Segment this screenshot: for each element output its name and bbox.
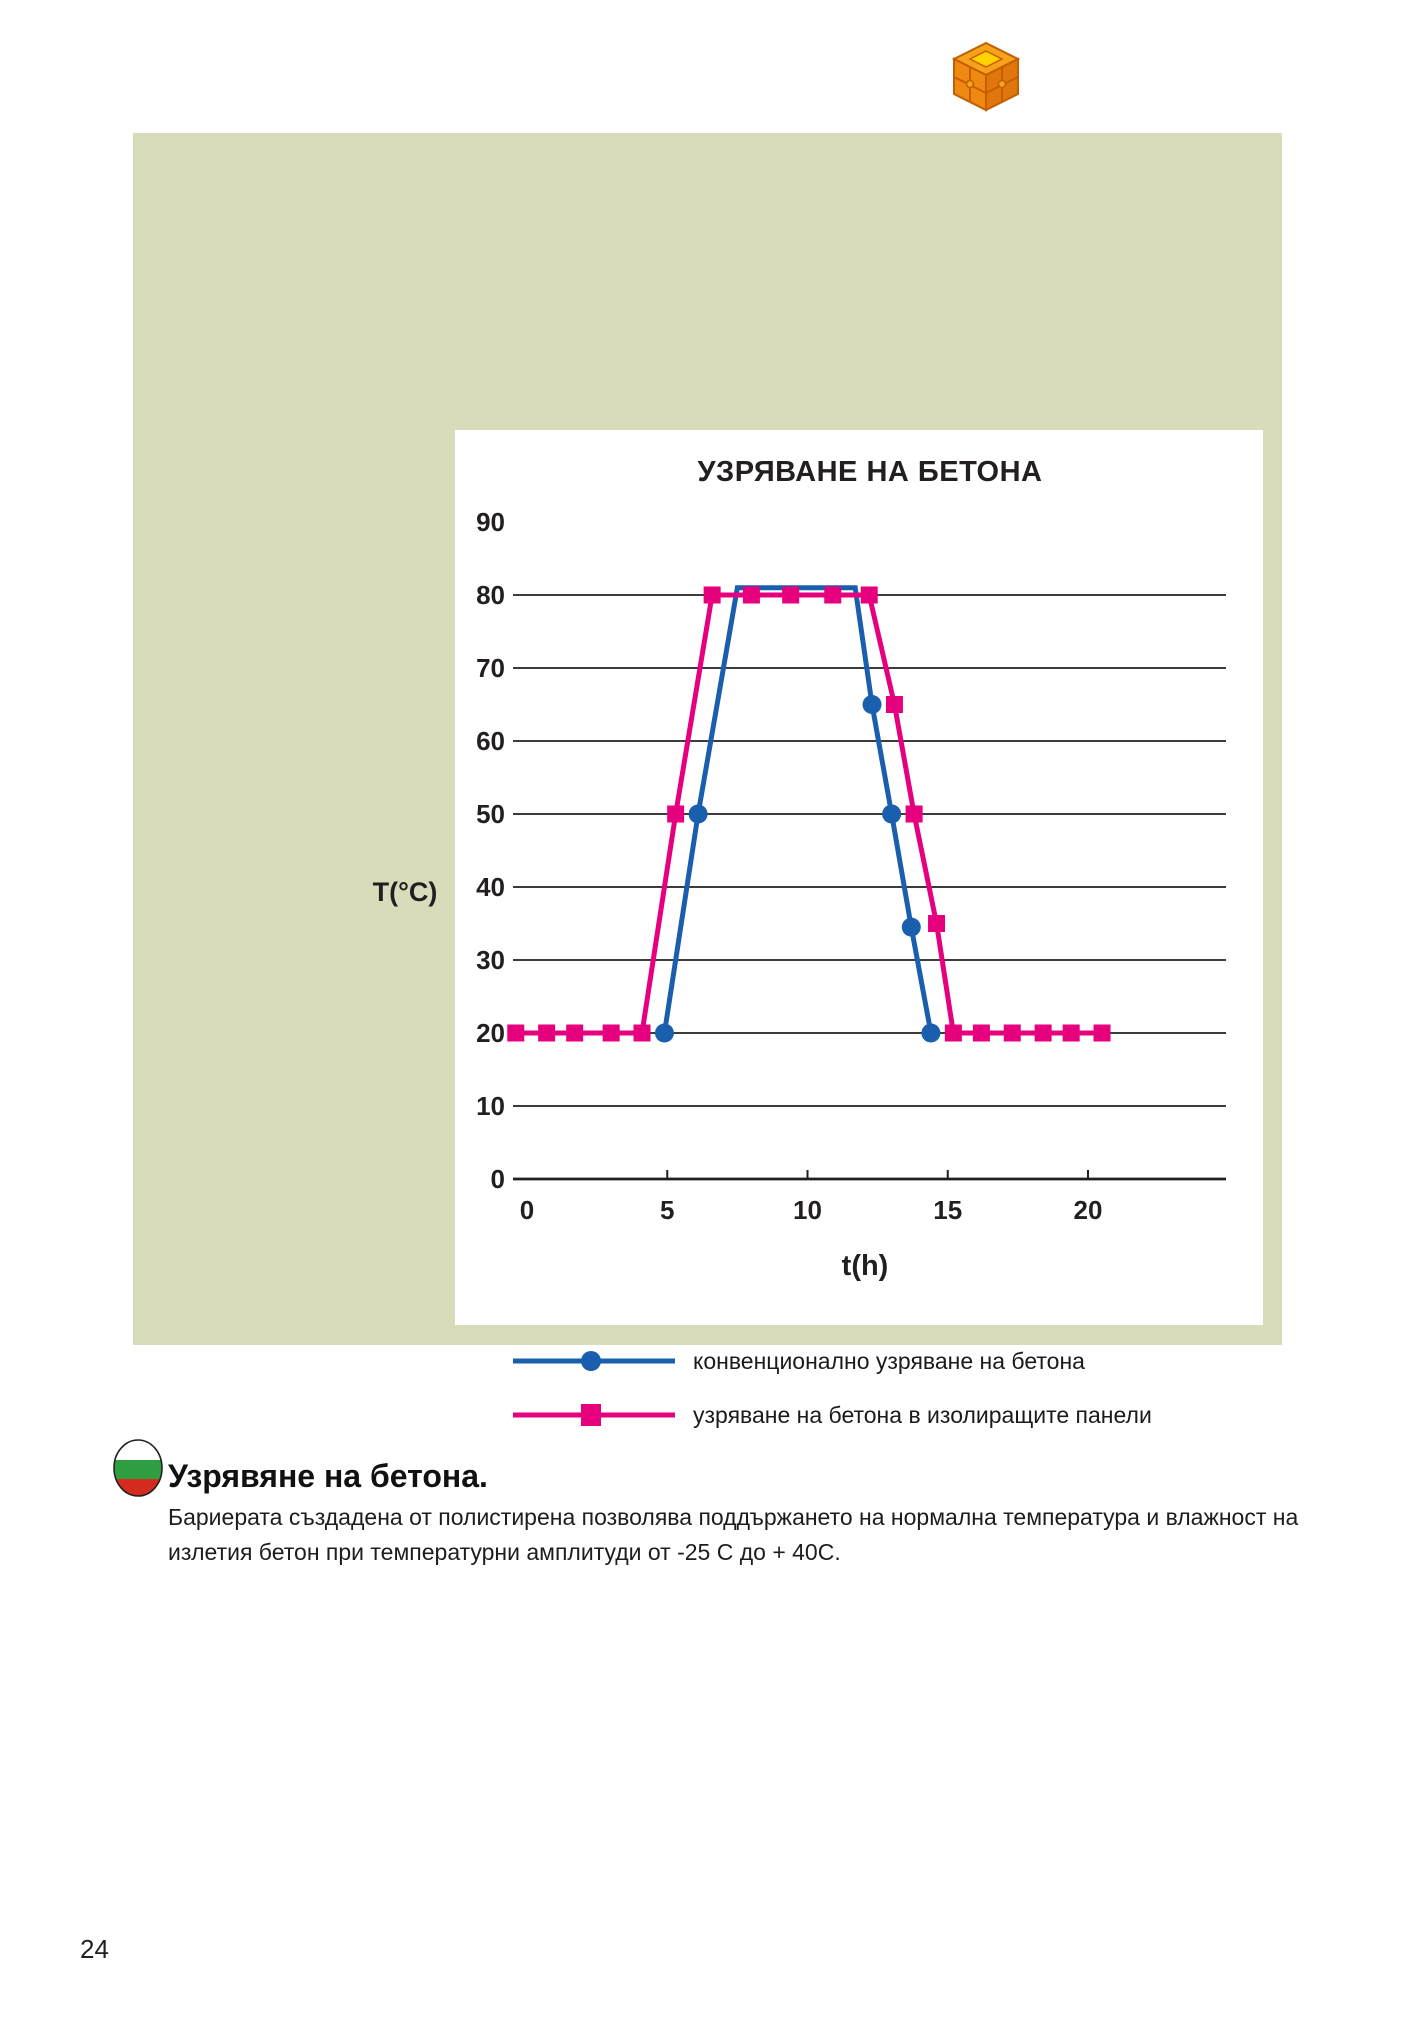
puzzle-cube-logo-icon (948, 38, 1024, 119)
legend-swatch-magenta-square (513, 1404, 675, 1426)
body-text-line: Бариерата създадена от полистирена позво… (168, 1504, 1299, 1530)
legend-item-conventional: конвенционално узряване на бетона (513, 1345, 1085, 1377)
legend-label: узряване на бетона в изолиращите панели (693, 1401, 1152, 1428)
svg-text:10: 10 (476, 1091, 505, 1121)
legend-label: конвенционално узряване на бетона (693, 1347, 1085, 1374)
chart-card: УЗРЯВАНЕ НА БЕТОНА 0 5 10 15 20 0 10 20 30 40 50 60… (455, 430, 1263, 1325)
svg-text:20: 20 (1074, 1195, 1103, 1225)
svg-text:70: 70 (476, 653, 505, 683)
y-axis-title: T(°C) (372, 877, 438, 907)
svg-text:40: 40 (476, 872, 505, 902)
section-body: Бариерата създадена от полистирена позво… (168, 1500, 1338, 1570)
legend-swatch-blue-circle (513, 1351, 675, 1371)
svg-text:80: 80 (476, 580, 505, 610)
body-text-line: излетия бетон при температурни амплитуди… (168, 1539, 841, 1565)
svg-text:90: 90 (476, 507, 505, 537)
section-heading: Узрявяне на бетона. (168, 1458, 488, 1494)
svg-text:60: 60 (476, 726, 505, 756)
svg-text:50: 50 (476, 799, 505, 829)
svg-text:30: 30 (476, 945, 505, 975)
svg-text:20: 20 (476, 1018, 505, 1048)
svg-text:0: 0 (491, 1164, 505, 1194)
svg-text:15: 15 (933, 1195, 962, 1225)
svg-text:10: 10 (793, 1195, 822, 1225)
chart-title: УЗРЯВАНЕ НА БЕТОНА (697, 456, 1043, 488)
page-number: 24 (80, 1934, 109, 1964)
x-axis-title: t(h) (841, 1250, 889, 1282)
svg-text:0: 0 (520, 1195, 534, 1225)
legend-item-panels: узряване на бетона в изолиращите панели (513, 1399, 1152, 1431)
bulgarian-flag-icon (112, 1438, 164, 1503)
line-chart: 0 5 10 15 20 0 10 20 30 40 50 60 70 80 90 (476, 507, 1226, 1225)
green-backdrop-panel: T(°C) УЗРЯВАНЕ НА БЕТОНА 0 5 10 15 20 0 10 20 30… (133, 133, 1282, 1428)
svg-text:5: 5 (660, 1195, 674, 1225)
